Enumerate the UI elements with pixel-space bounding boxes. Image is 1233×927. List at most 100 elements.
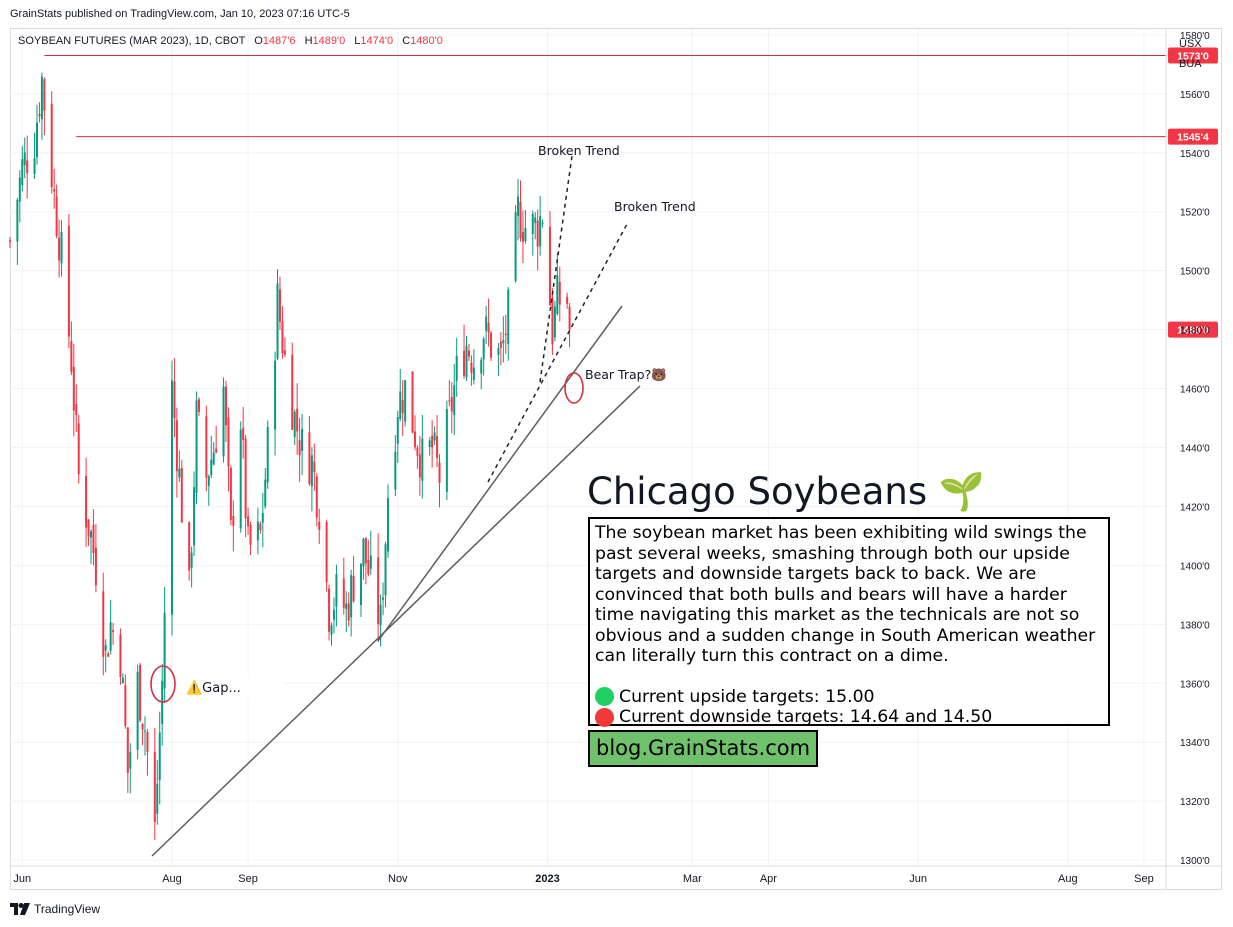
close-value: 1480'0 bbox=[410, 35, 443, 47]
candle-body bbox=[193, 487, 196, 546]
candle-body bbox=[394, 451, 397, 490]
candle-body bbox=[379, 604, 382, 626]
candle-body bbox=[490, 332, 493, 358]
time-tick-label: Jun bbox=[909, 873, 927, 885]
candle-body bbox=[136, 671, 139, 750]
commentary-box: The soybean market has been exhibiting w… bbox=[588, 517, 1110, 727]
candle-body bbox=[293, 411, 296, 437]
candle-body bbox=[485, 316, 488, 331]
candle-body bbox=[418, 454, 421, 478]
price-tick-label: 1340'0 bbox=[1180, 738, 1210, 749]
candle-body bbox=[313, 461, 316, 472]
time-tick-label: Aug bbox=[1058, 873, 1078, 885]
downside-targets-text: Current downside targets: 14.64 and 14.5… bbox=[619, 707, 993, 727]
published-caption: GrainStats published on TradingView.com,… bbox=[10, 8, 350, 20]
candle-body bbox=[75, 404, 78, 416]
candle-body bbox=[436, 436, 439, 458]
candle-body bbox=[335, 574, 338, 607]
candle-body bbox=[143, 730, 146, 732]
high-label: H bbox=[304, 35, 313, 47]
candle-body bbox=[382, 597, 385, 600]
candle-body bbox=[9, 240, 11, 242]
candle-body bbox=[396, 417, 399, 444]
candle-body bbox=[524, 227, 527, 242]
currency-unit[interactable]: USX BUA bbox=[1179, 34, 1202, 74]
candle-body bbox=[129, 752, 132, 769]
candle-body bbox=[139, 665, 142, 721]
candle-body bbox=[345, 603, 348, 609]
candle-body bbox=[121, 677, 124, 684]
broken-trendline-2 bbox=[539, 155, 573, 383]
tradingview-brand: TradingView bbox=[34, 902, 101, 916]
candle-body bbox=[364, 537, 367, 564]
bear-trap-circle bbox=[564, 372, 584, 404]
price-tick-label: 1520'0 bbox=[1180, 208, 1210, 219]
candle-body bbox=[53, 189, 56, 192]
candle-body bbox=[502, 340, 505, 344]
candle-body bbox=[482, 338, 485, 360]
candle-body bbox=[156, 783, 159, 814]
candle-body bbox=[163, 612, 166, 689]
candle-body bbox=[227, 417, 230, 467]
candle-body bbox=[404, 380, 407, 422]
candle-body bbox=[212, 452, 215, 465]
candle-body bbox=[531, 214, 534, 234]
candle-body bbox=[401, 399, 404, 413]
time-tick-label: Nov bbox=[388, 873, 408, 885]
candle-body bbox=[92, 524, 95, 553]
time-tick-label: Sep bbox=[1134, 873, 1154, 885]
candle-body bbox=[85, 475, 88, 528]
candle-body bbox=[399, 391, 402, 419]
time-tick-label: 2023 bbox=[535, 873, 559, 885]
candle-body bbox=[141, 723, 144, 730]
time-tick-label: Apr bbox=[760, 873, 777, 885]
candle-body bbox=[534, 217, 537, 223]
candle-body bbox=[342, 578, 345, 608]
candle-body bbox=[433, 432, 436, 441]
unit-label: BUA bbox=[1179, 58, 1202, 70]
candle-body bbox=[467, 350, 470, 357]
candle-body bbox=[107, 653, 110, 657]
candle-body bbox=[18, 177, 21, 202]
candle-body bbox=[507, 289, 510, 344]
tradingview-logo-icon bbox=[10, 903, 30, 915]
candle-body bbox=[229, 467, 232, 520]
candle-body bbox=[124, 684, 127, 726]
close-label: C bbox=[402, 35, 411, 47]
price-tick-label: 1460'0 bbox=[1180, 385, 1210, 396]
tradingview-logo[interactable]: TradingView bbox=[10, 902, 100, 916]
candle-body bbox=[33, 158, 36, 174]
price-tick-label: 1580'0 bbox=[1180, 31, 1210, 42]
candle-body bbox=[296, 408, 299, 432]
candle-body bbox=[352, 575, 355, 602]
open-value: 1487'6 bbox=[262, 35, 296, 47]
candle-body bbox=[566, 296, 569, 304]
candle-body bbox=[119, 634, 122, 677]
candle-body bbox=[190, 552, 193, 568]
price-tick-label: 1400'0 bbox=[1180, 561, 1210, 572]
open-label: O bbox=[254, 35, 263, 47]
candle-body bbox=[55, 196, 58, 236]
gap-circle bbox=[150, 665, 176, 703]
candle-body bbox=[438, 462, 441, 483]
candle-body bbox=[445, 408, 448, 492]
candle-body bbox=[413, 431, 416, 448]
candle-body bbox=[350, 575, 353, 618]
candle-body bbox=[281, 321, 284, 354]
ohlc-legend: SOYBEAN FUTURES (MAR 2023), 1D, CBOT O14… bbox=[18, 35, 443, 47]
blog-link[interactable]: blog.GrainStats.com bbox=[588, 730, 819, 767]
candle-body bbox=[21, 159, 24, 185]
candle-body bbox=[35, 122, 38, 158]
price-levels: 1573'0 1545'4 1480'0 bbox=[44, 47, 1218, 338]
candle-body bbox=[87, 519, 90, 537]
candle-body bbox=[264, 479, 267, 507]
candle-body bbox=[369, 555, 372, 569]
candle-body bbox=[170, 380, 173, 615]
candle-body bbox=[504, 333, 507, 336]
candle-body bbox=[23, 152, 26, 166]
candle-body bbox=[175, 420, 178, 472]
candle-body bbox=[38, 114, 41, 117]
price-tick-label: 1360'0 bbox=[1180, 679, 1210, 690]
time-tick-label: Mar bbox=[683, 873, 702, 885]
